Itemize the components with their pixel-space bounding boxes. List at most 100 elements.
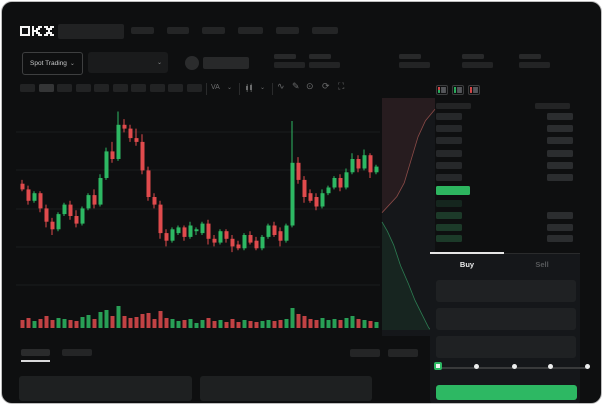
buy-submit-button[interactable]	[436, 385, 577, 400]
chevron-down-icon: ⌄	[69, 61, 75, 67]
bid-row[interactable]	[430, 235, 580, 243]
timeframe-button[interactable]	[38, 84, 54, 92]
nav-item-placeholder[interactable]	[276, 27, 299, 34]
book-combined-icon[interactable]	[436, 85, 448, 95]
top-nav	[131, 27, 338, 34]
toggle-row	[454, 87, 462, 89]
timeframe-button[interactable]	[168, 84, 183, 92]
ticker-stat-value	[519, 62, 550, 68]
ask-row[interactable]	[430, 174, 580, 182]
pair-name-placeholder	[203, 57, 249, 69]
orders-tab-active[interactable]	[21, 349, 50, 356]
bid-amount-bar	[547, 235, 573, 243]
tab-buy[interactable]: Buy	[459, 260, 475, 269]
ask-row[interactable]	[430, 137, 580, 145]
nav-item-placeholder[interactable]	[238, 27, 263, 34]
price-input[interactable]	[436, 280, 576, 302]
coin-icon	[185, 56, 199, 70]
timeframe-button[interactable]	[131, 84, 146, 92]
nav-item-placeholder[interactable]	[202, 27, 225, 34]
timeframe-button[interactable]	[20, 84, 35, 92]
candlestick-chart[interactable]	[16, 98, 436, 344]
toggle-row	[470, 88, 478, 90]
pair-dropdown[interactable]: ⌄	[88, 52, 168, 73]
amount-column-header	[535, 103, 570, 109]
tab-divider	[504, 253, 580, 254]
ticker-stat-value	[399, 62, 430, 68]
chart-style-icon[interactable]	[245, 83, 253, 93]
ask-price-bar	[436, 161, 462, 169]
bid-row[interactable]	[430, 200, 580, 208]
ticker-stat-label	[519, 54, 541, 59]
draw-icon[interactable]: ✎	[292, 81, 300, 91]
nav-item-placeholder[interactable]	[167, 27, 189, 34]
depth-bids-area	[382, 221, 431, 330]
ticker-stat-value	[309, 62, 340, 68]
ask-amount-bar	[547, 137, 573, 145]
toggle-row	[454, 91, 462, 93]
timeframe-button[interactable]	[186, 84, 202, 92]
fullscreen-icon[interactable]: ⛶	[338, 81, 345, 91]
toolbar-divider	[206, 83, 207, 95]
bid-amount-bar	[547, 223, 573, 231]
ask-price-bar	[436, 125, 462, 133]
slider-stop[interactable]	[512, 364, 517, 369]
nav-item-placeholder[interactable]	[312, 27, 338, 34]
footer-panel-placeholder	[19, 376, 192, 401]
ticker-stat-label	[399, 54, 421, 59]
ask-amount-bar	[547, 125, 573, 133]
nav-item-placeholder[interactable]	[131, 27, 154, 34]
timeframe-button[interactable]	[57, 84, 72, 92]
toggle-row	[438, 87, 446, 89]
ask-row[interactable]	[430, 149, 580, 158]
ticker-stat-label	[462, 54, 484, 59]
toggle-row	[438, 91, 446, 93]
ask-amount-bar	[547, 149, 573, 157]
tab-sell[interactable]: Sell	[535, 260, 549, 269]
book-bids-icon[interactable]	[452, 85, 464, 95]
ticker-stat-label	[274, 54, 296, 59]
ask-row[interactable]	[430, 161, 580, 170]
toggle-row	[454, 90, 462, 92]
footer-panel-placeholder	[200, 376, 372, 401]
depth-asks-area	[382, 98, 435, 213]
timeframe-button[interactable]	[75, 84, 91, 92]
bid-price-bar	[436, 211, 462, 219]
ask-price-bar	[436, 149, 462, 157]
amount-input[interactable]	[436, 308, 576, 330]
ask-row[interactable]	[430, 125, 580, 133]
timeframe-button[interactable]	[94, 84, 109, 92]
bid-row[interactable]	[430, 211, 580, 220]
slider-handle[interactable]	[434, 362, 442, 370]
active-tab-indicator	[430, 252, 504, 254]
wave-icon[interactable]: ∿	[277, 81, 285, 91]
slider-stop[interactable]	[548, 364, 553, 369]
ask-row[interactable]	[430, 113, 580, 121]
footer-action-placeholder[interactable]	[350, 349, 380, 357]
search-input[interactable]	[58, 24, 124, 39]
timeframe-button[interactable]	[112, 84, 128, 92]
camera-icon[interactable]: ⊙	[306, 81, 314, 91]
okx-logo[interactable]	[20, 26, 54, 38]
refresh-icon[interactable]: ⟳	[322, 81, 330, 91]
footer-action-placeholder[interactable]	[388, 349, 418, 357]
slider-stop[interactable]	[585, 364, 590, 369]
chevron-down-icon[interactable]: ⌄	[260, 85, 266, 91]
last-price[interactable]	[436, 186, 470, 195]
market-selector-button[interactable]: Spot Trading ⌄	[22, 52, 83, 75]
book-asks-icon[interactable]	[468, 85, 480, 95]
timeframe-button[interactable]	[149, 84, 165, 92]
chevron-down-icon[interactable]: ⌄	[227, 85, 233, 91]
bid-row[interactable]	[430, 223, 580, 232]
toggle-row	[438, 90, 446, 92]
toggle-row	[470, 90, 478, 92]
slider-stop[interactable]	[474, 364, 479, 369]
total-input[interactable]	[436, 336, 576, 358]
overlay-selector[interactable]: VA	[211, 84, 220, 91]
orders-tab-underline	[21, 360, 50, 362]
orders-tab[interactable]	[62, 349, 92, 356]
orderbook-trade-panel: Buy Sell	[430, 80, 597, 403]
volume-group	[20, 306, 379, 328]
ask-amount-bar	[547, 174, 573, 181]
